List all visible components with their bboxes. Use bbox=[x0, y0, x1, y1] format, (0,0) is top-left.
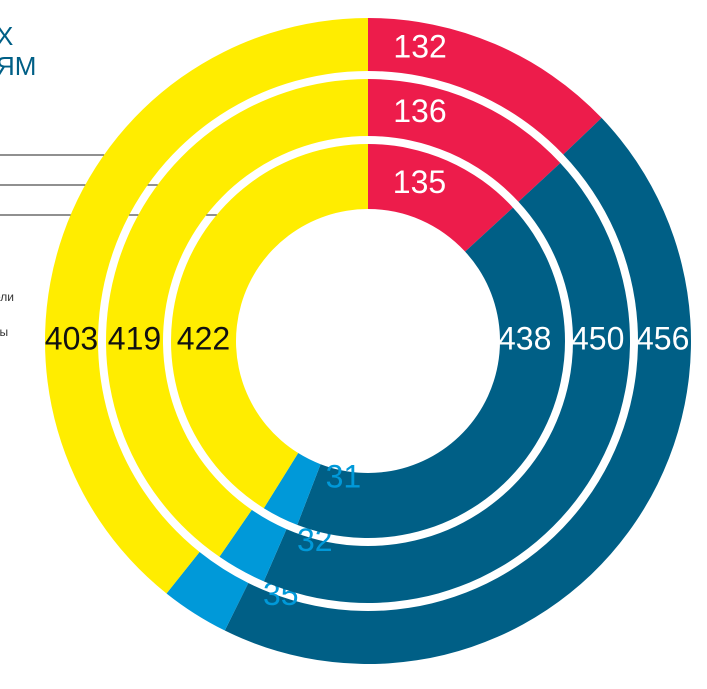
heading-fragment: ЯМ bbox=[0, 51, 36, 81]
value-label: 450 bbox=[571, 320, 624, 356]
ring-segment bbox=[45, 18, 369, 594]
value-label: 136 bbox=[393, 93, 446, 129]
value-label: 31 bbox=[326, 459, 362, 495]
ring-segment bbox=[224, 117, 691, 664]
value-label: 422 bbox=[177, 320, 230, 356]
value-label: 419 bbox=[108, 320, 161, 356]
value-label: 132 bbox=[393, 29, 446, 65]
value-label: 438 bbox=[498, 320, 551, 356]
ring-segment bbox=[219, 509, 287, 582]
ring-segment bbox=[263, 453, 321, 525]
ring-segment bbox=[368, 79, 561, 202]
ring-segment bbox=[171, 143, 368, 509]
ring-segment bbox=[368, 144, 513, 252]
heading-fragment: Х bbox=[0, 21, 13, 51]
value-label: 135 bbox=[393, 164, 446, 200]
value-label: 456 bbox=[636, 320, 689, 356]
value-label: 403 bbox=[45, 320, 98, 356]
note-fragment: ели bbox=[0, 290, 14, 304]
ring-segment bbox=[297, 207, 565, 538]
note-fragment: ты bbox=[0, 325, 8, 339]
ring-segment bbox=[105, 79, 368, 557]
ring-segment bbox=[263, 163, 630, 603]
ring-segment bbox=[166, 552, 249, 631]
ring-segment bbox=[368, 18, 602, 155]
